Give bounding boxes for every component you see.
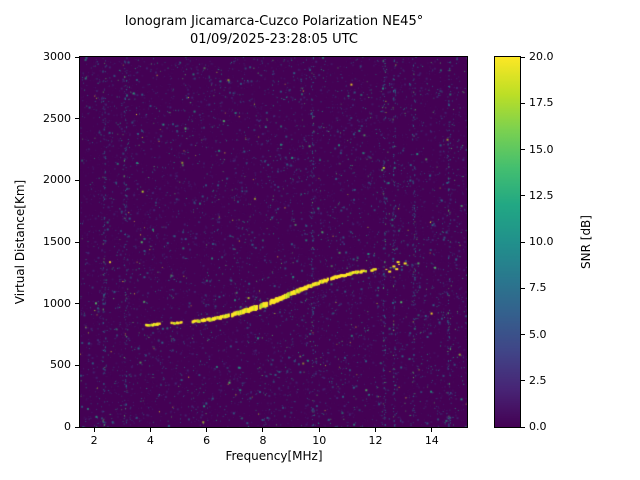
heatmap-canvas bbox=[80, 57, 467, 427]
colorbar-tick-label: 2.5 bbox=[529, 373, 547, 387]
colorbar-tick-label: 7.5 bbox=[529, 281, 547, 295]
x-tick-label: 10 bbox=[312, 434, 327, 447]
colorbar-tick-mark bbox=[521, 149, 525, 150]
y-tick-label: 1000 bbox=[43, 296, 71, 310]
y-tick-label: 0 bbox=[64, 420, 71, 433]
colorbar-tick-mark bbox=[521, 241, 525, 243]
x-tick-mark bbox=[93, 428, 95, 432]
x-tick-label: 8 bbox=[259, 434, 267, 447]
y-tick-label: 2500 bbox=[43, 111, 71, 125]
colorbar-tick-mark bbox=[521, 426, 525, 428]
colorbar-tick-label: 5.0 bbox=[529, 327, 547, 341]
x-tick-mark bbox=[149, 428, 151, 432]
colorbar bbox=[494, 56, 521, 428]
x-tick-mark bbox=[375, 428, 377, 432]
y-tick-mark bbox=[75, 241, 79, 243]
x-tick-mark bbox=[206, 428, 208, 432]
colorbar-tick-mark bbox=[521, 102, 525, 104]
y-tick-mark bbox=[75, 179, 79, 181]
colorbar-tick-mark bbox=[521, 56, 525, 58]
x-tick-label: 2 bbox=[90, 434, 98, 447]
colorbar-tick-label: 0.0 bbox=[529, 420, 547, 433]
colorbar-tick-label: 17.5 bbox=[529, 96, 554, 110]
y-tick-mark bbox=[75, 118, 79, 120]
colorbar-tick-label: 20.0 bbox=[529, 50, 554, 63]
y-tick-mark bbox=[75, 426, 79, 428]
colorbar-tick-label: 10.0 bbox=[529, 235, 554, 248]
colorbar-tick-mark bbox=[521, 380, 525, 382]
colorbar-tick-mark bbox=[521, 287, 525, 289]
colorbar-label: SNR [dB] bbox=[579, 215, 593, 269]
x-tick-mark bbox=[318, 428, 320, 432]
chart-title-line2: 01/09/2025-23:28:05 UTC bbox=[190, 32, 358, 47]
y-tick-label: 3000 bbox=[43, 50, 71, 63]
colorbar-canvas bbox=[495, 57, 520, 427]
colorbar-tick-label: 12.5 bbox=[529, 188, 554, 202]
x-tick-label: 4 bbox=[146, 434, 154, 447]
x-axis-label: Frequency[MHz] bbox=[225, 449, 323, 463]
x-tick-mark bbox=[262, 428, 264, 432]
y-tick-mark bbox=[75, 303, 79, 305]
y-tick-label: 500 bbox=[50, 358, 71, 372]
x-tick-mark bbox=[431, 428, 433, 432]
colorbar-tick-mark bbox=[521, 195, 525, 197]
x-tick-label: 14 bbox=[424, 434, 439, 447]
y-tick-label: 1500 bbox=[43, 235, 71, 248]
y-axis-label: Virtual Distance[Km] bbox=[13, 179, 27, 305]
chart-title-line1: Ionogram Jicamarca-Cuzco Polarization NE… bbox=[124, 14, 424, 29]
colorbar-tick-label: 15.0 bbox=[529, 142, 554, 156]
y-tick-label: 2000 bbox=[43, 173, 71, 187]
x-tick-label: 6 bbox=[203, 434, 211, 447]
y-tick-mark bbox=[75, 364, 79, 366]
colorbar-tick-mark bbox=[521, 334, 525, 335]
x-tick-label: 12 bbox=[368, 434, 383, 447]
y-tick-mark bbox=[75, 56, 79, 58]
plot-area bbox=[79, 56, 468, 428]
chart-title: Ionogram Jicamarca-Cuzco Polarization NE… bbox=[80, 13, 468, 49]
